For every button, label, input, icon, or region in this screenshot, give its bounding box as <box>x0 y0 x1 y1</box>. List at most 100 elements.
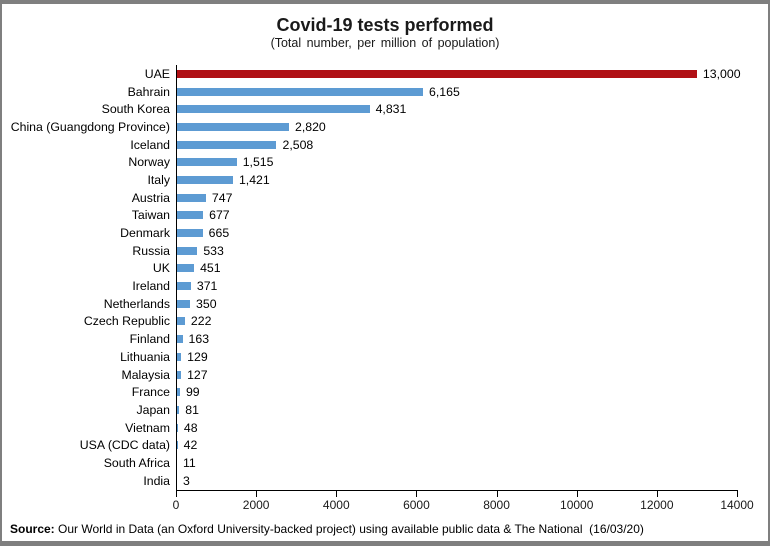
bar <box>176 175 233 184</box>
bar-area: 129 <box>176 348 768 366</box>
category-label: South Africa <box>103 455 170 470</box>
category-label: USA (CDC data) <box>79 438 170 453</box>
x-axis-tick-label: 0 <box>172 497 180 512</box>
category-label: Netherlands <box>103 296 170 311</box>
bar-row: Taiwan 677 <box>2 207 768 225</box>
x-axis: 0 2000 4000 6000 8000 10000 12000 14000 <box>172 489 754 515</box>
bar-area: 127 <box>176 366 768 384</box>
bar-area: 371 <box>176 277 768 295</box>
bar-row: Italy 1,421 <box>2 171 768 189</box>
category-label: Iceland <box>130 137 170 152</box>
x-axis-tick <box>737 490 738 497</box>
bar <box>176 264 195 273</box>
value-label: 11 <box>183 455 196 470</box>
category-label: Lithuania <box>120 349 170 364</box>
x-axis-tick <box>576 490 578 497</box>
bar-row: Lithuania 129 <box>2 348 768 366</box>
source-note: Source: Our World in Data (an Oxford Uni… <box>10 522 644 536</box>
category-label: China (Guangdong Province) <box>10 119 170 134</box>
x-axis-tick <box>176 490 177 497</box>
bar <box>176 105 370 114</box>
bar-row: South Africa 11 <box>2 454 768 472</box>
bar <box>176 405 180 414</box>
bar-area: 42 <box>176 436 768 454</box>
bar-row: Ireland 371 <box>2 277 768 295</box>
bar <box>176 69 697 78</box>
source-text: Our World in Data (an Oxford University-… <box>54 522 644 536</box>
x-axis-tick-label: 10000 <box>560 497 594 512</box>
value-label: 747 <box>211 190 233 205</box>
value-label: 533 <box>203 243 224 258</box>
x-axis-tick <box>656 490 658 497</box>
category-label: Malaysia <box>121 367 170 382</box>
bar-area: 6,165 <box>176 83 768 101</box>
bar-row: Bahrain 6,165 <box>2 83 768 101</box>
bar-row: Vietnam 48 <box>2 419 768 437</box>
bar-area: 1,421 <box>176 171 768 189</box>
value-label: 13,000 <box>702 66 741 81</box>
chart-subtitle: (Total number, per million of population… <box>270 36 500 50</box>
bar <box>176 388 180 397</box>
bar-row: UAE 13,000 <box>2 65 768 83</box>
bar-row: Norway 1,515 <box>2 153 768 171</box>
bar <box>176 370 182 379</box>
value-label: 48 <box>183 420 198 435</box>
bar-area: 677 <box>176 207 768 225</box>
bar-row: Austria 747 <box>2 189 768 207</box>
bar <box>176 229 203 238</box>
value-label: 6,165 <box>429 84 460 99</box>
bar <box>176 317 185 326</box>
x-axis-tick-label: 12000 <box>640 497 674 512</box>
bar-row: Finland 163 <box>2 330 768 348</box>
bar-row: China (Guangdong Province) 2,820 <box>2 118 768 136</box>
bar-row: USA (CDC data) 42 <box>2 436 768 454</box>
bar-chart: UAE 13,000 Bahrain 6,165 South Korea 4,831 Chi… <box>2 65 768 515</box>
category-label: UAE <box>144 66 170 81</box>
value-label: 129 <box>187 349 208 364</box>
category-label: Denmark <box>120 226 170 241</box>
bar-area: 665 <box>176 224 768 242</box>
bar-area: 13,000 <box>176 65 768 83</box>
bar <box>176 87 424 96</box>
bar <box>176 352 182 361</box>
value-label: 163 <box>188 332 210 347</box>
bar-row: South Korea 4,831 <box>2 100 768 118</box>
category-label: Taiwan <box>131 208 170 223</box>
category-label: South Korea <box>101 102 170 117</box>
value-label: 81 <box>185 402 199 417</box>
x-axis-tick <box>336 490 338 497</box>
bar-area: 2,820 <box>176 118 768 136</box>
value-label: 1,421 <box>238 172 270 187</box>
x-axis-tick-label: 4000 <box>322 497 350 512</box>
bar-area: 11 <box>176 454 768 472</box>
value-label: 3 <box>183 473 190 488</box>
bar-row: Russia 533 <box>2 242 768 260</box>
bar-area: 3 <box>176 472 768 490</box>
x-axis-tick-label: 6000 <box>403 497 430 512</box>
chart-header: Covid-19 tests performed (Total number, … <box>2 4 768 51</box>
source-label: Source: <box>10 522 55 536</box>
value-label: 1,515 <box>242 155 274 170</box>
category-label: Vietnam <box>125 420 170 435</box>
bar-area: 2,508 <box>176 136 768 154</box>
bar-area: 747 <box>176 189 768 207</box>
bar-row: Malaysia 127 <box>2 366 768 384</box>
category-label: Finland <box>129 332 170 347</box>
bar-area: 48 <box>176 419 768 437</box>
x-axis-tick <box>256 490 258 497</box>
value-label: 350 <box>196 296 217 311</box>
x-axis-tick-label: 14000 <box>720 497 754 512</box>
bar-area: 350 <box>176 295 768 313</box>
bar-area: 533 <box>176 242 768 260</box>
bar-row: Netherlands 350 <box>2 295 768 313</box>
bar-row: Czech Republic 222 <box>2 313 768 331</box>
bar-area: 451 <box>176 260 768 278</box>
value-label: 451 <box>200 261 221 276</box>
bar-row: Japan 81 <box>2 401 768 419</box>
category-label: Austria <box>131 190 170 205</box>
category-label: Russia <box>132 243 170 258</box>
category-label: Japan <box>136 402 170 417</box>
bar-row: India 3 <box>2 472 768 490</box>
value-label: 2,508 <box>282 137 314 152</box>
category-label: Norway <box>128 155 170 170</box>
